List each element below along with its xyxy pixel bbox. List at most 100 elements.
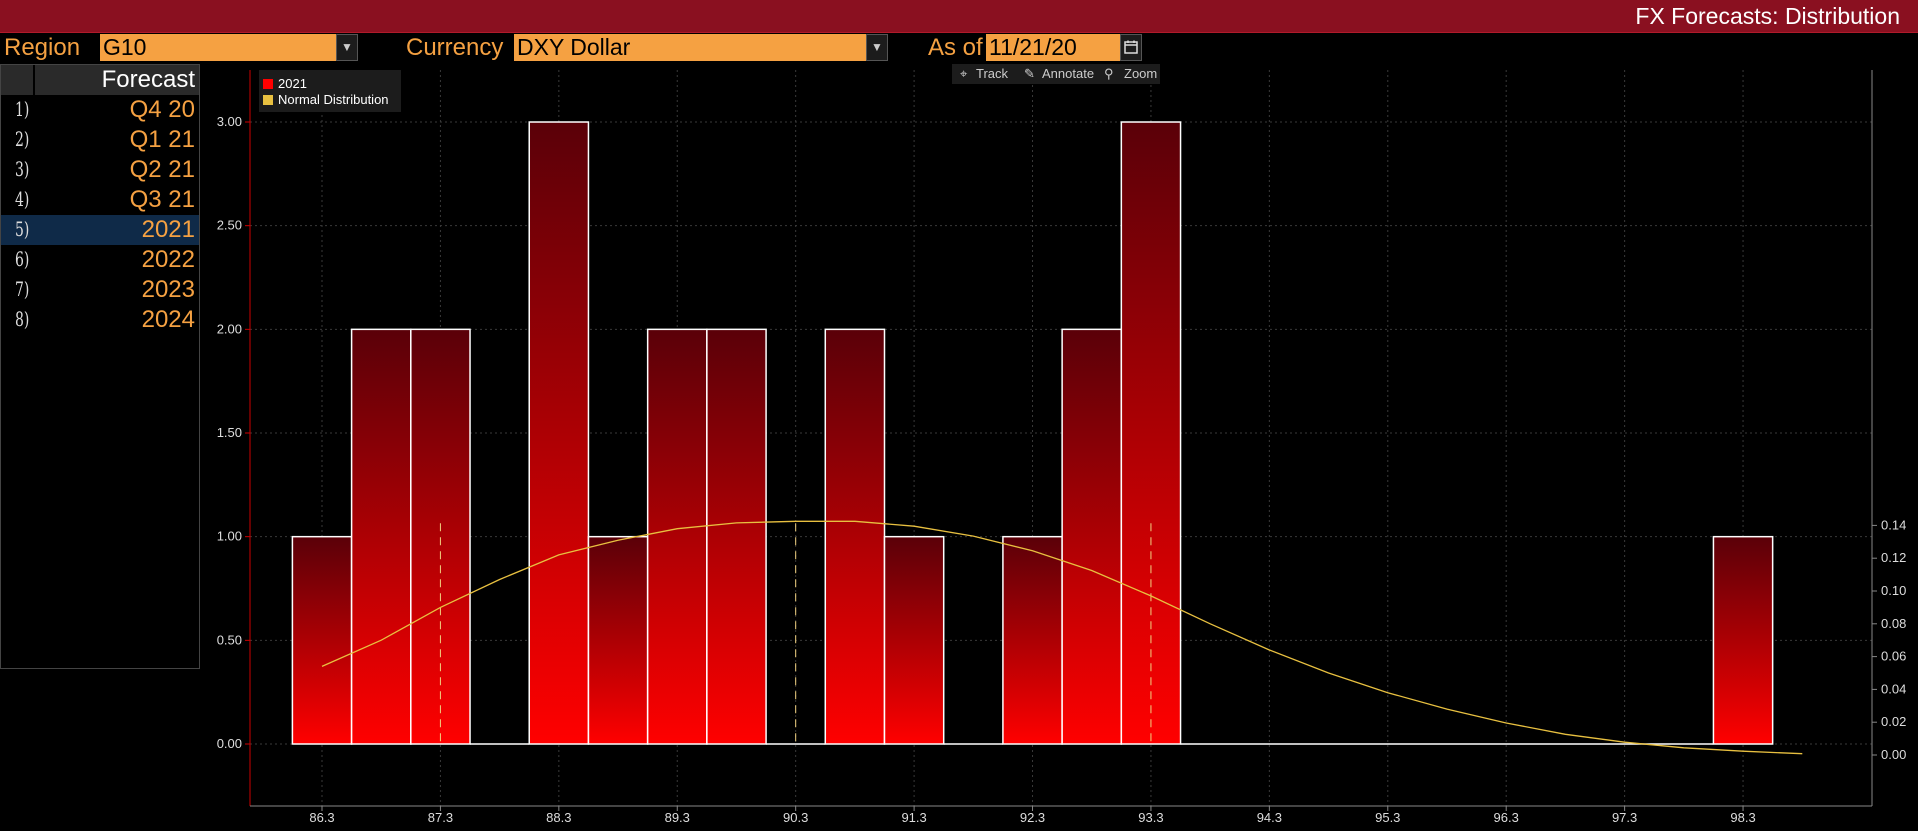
y-right-tick-label: 0.00 [1881,747,1906,762]
x-tick-label: 92.3 [1020,810,1045,825]
histogram-bar [291,535,353,745]
y-right-tick-label: 0.12 [1881,550,1906,565]
zoom-button[interactable]: Zoom [1124,66,1158,81]
y-left-tick-label: 3.00 [217,114,242,129]
distribution-chart[interactable]: 86.3 87.3 88.3 89.3 90.3 91.3 92.3 93.3 94.3 95.3… [200,64,1918,831]
legend-item-2021: 2021 [263,76,307,91]
calendar-icon [1124,40,1138,54]
forecast-list-item[interactable]: 2) Q1 21 [1,125,199,155]
header-index-cell [1,65,33,95]
forecast-list-item[interactable]: 7) 2023 [1,275,199,305]
list-item-label: Q4 20 [129,96,195,123]
legend-label: Normal Distribution [278,92,389,107]
list-item-label: Q1 21 [129,126,195,153]
y-right-tick-label: 0.08 [1881,616,1906,631]
y-right-tick-label: 0.14 [1881,517,1906,532]
list-item-label: 2021 [141,216,195,243]
reference-lines [439,523,1152,744]
currency-dropdown-button[interactable]: ▼ [866,34,888,61]
forecast-list-header: Forecast [1,65,199,95]
legend-swatch [263,95,273,105]
x-tick-label: 91.3 [901,810,926,825]
track-icon[interactable]: ⌖ [960,66,968,81]
zoom-icon[interactable]: ⚲ [1104,66,1114,81]
x-tick-label: 96.3 [1494,810,1519,825]
asof-label: As of [928,34,983,61]
list-item-label: 2024 [141,306,195,333]
forecast-list-item[interactable]: 4) Q3 21 [1,185,199,215]
forecast-column-header: Forecast [35,65,199,95]
track-button[interactable]: Track [976,66,1009,81]
title-bar: FX Forecasts: Distribution [0,0,1918,33]
region-field[interactable]: G10 [100,34,336,61]
list-item-number: 3) [15,157,30,181]
list-item-number: 8) [15,307,30,331]
histogram-bar [883,535,945,745]
chevron-down-icon: ▼ [871,40,883,54]
histogram-bar [587,535,649,745]
region-label: Region [4,34,81,61]
y-right-tick-label: 0.10 [1881,583,1906,598]
x-tick-label: 88.3 [546,810,571,825]
forecast-list-item[interactable]: 1) Q4 20 [1,95,199,125]
currency-label: Currency [406,34,504,61]
annotate-icon[interactable]: ✎ [1024,66,1035,81]
annotate-button[interactable]: Annotate [1042,66,1095,81]
y-left-tick-label: 0.00 [217,736,242,751]
x-tick-label: 89.3 [665,810,690,825]
legend-label: 2021 [278,76,307,91]
x-tick-label: 98.3 [1730,810,1755,825]
chart-tools: ⌖ Track ✎ Annotate ⚲ Zoom [952,64,1160,84]
histogram-bars [291,121,1774,745]
list-item-number: 7) [15,277,30,301]
histogram-bar [528,121,590,745]
x-tick-label: 95.3 [1375,810,1400,825]
chevron-down-icon: ▼ [341,40,353,54]
histogram-bar [410,328,471,745]
forecast-list-item-selected[interactable]: 5) 2021 [1,215,199,245]
histogram-bar [1712,535,1774,745]
forecast-list-item[interactable]: 8) 2024 [1,305,199,335]
histogram-bar [706,328,767,745]
y-right-tick-label: 0.04 [1881,681,1906,696]
window-title: FX Forecasts: Distribution [1635,3,1900,29]
list-item-label: Q3 21 [129,186,195,213]
legend-swatch [263,79,273,89]
normal-distribution-line [321,520,1803,755]
x-tick-label: 97.3 [1612,810,1637,825]
asof-date-field[interactable]: 11/21/20 [986,34,1120,61]
list-item-number: 5) [15,217,30,241]
y-left-tick-label: 2.50 [217,218,242,233]
list-item-label: 2023 [141,276,195,303]
region-dropdown-button[interactable]: ▼ [336,34,358,61]
list-item-number: 2) [15,127,30,151]
histogram-bar [1061,328,1123,745]
calendar-button[interactable] [1120,34,1142,61]
tick-labels: 86.3 87.3 88.3 89.3 90.3 91.3 92.3 93.3 94.3 95.3… [217,114,1907,825]
list-item-label: Q2 21 [129,156,195,183]
list-item-number: 6) [15,247,30,271]
y-right-tick-label: 0.06 [1881,649,1906,664]
chart-axes [249,70,1873,807]
normal-distribution-curve [321,520,1803,755]
y-left-tick-label: 1.00 [217,529,242,544]
histogram-bar [646,328,708,745]
x-tick-label: 90.3 [783,810,808,825]
forecast-list-item[interactable]: 3) Q2 21 [1,155,199,185]
y-right-tick-label: 0.02 [1881,714,1906,729]
histogram-bar [824,328,886,745]
toolbar: Region G10 ▼ Currency DXY Dollar ▼ As of… [0,32,1918,64]
histogram-bar [1002,535,1063,745]
x-tick-label: 86.3 [309,810,334,825]
x-tick-label: 94.3 [1257,810,1282,825]
currency-field[interactable]: DXY Dollar [514,34,866,61]
list-item-number: 1) [15,97,30,121]
y-left-tick-label: 0.50 [217,632,242,647]
list-item-label: 2022 [141,246,195,273]
list-item-number: 4) [15,187,30,211]
y-left-tick-label: 2.00 [217,321,242,336]
x-tick-label: 87.3 [428,810,453,825]
forecast-list-item[interactable]: 6) 2022 [1,245,199,275]
histogram-bar [350,328,412,745]
x-tick-label: 93.3 [1138,810,1163,825]
